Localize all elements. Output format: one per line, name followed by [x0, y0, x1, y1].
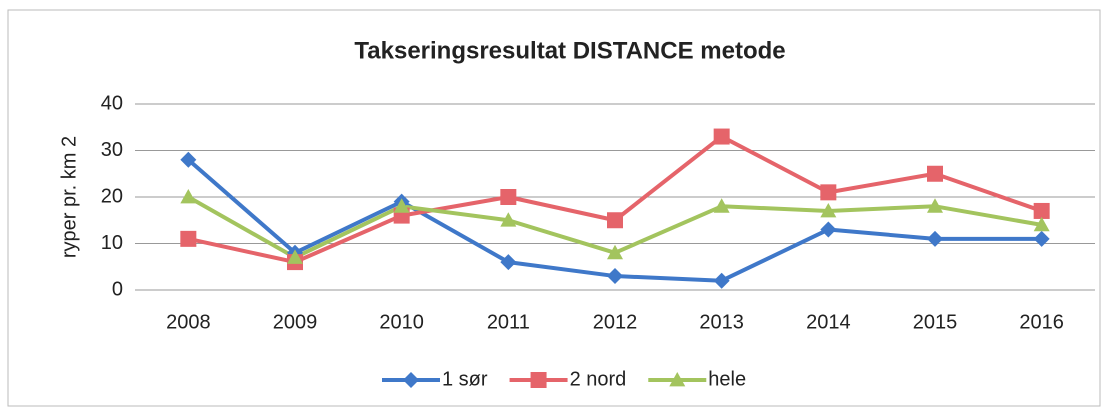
legend-label: 1 sør	[442, 368, 488, 390]
x-tick-label: 2008	[166, 311, 211, 333]
point	[713, 128, 730, 145]
point	[713, 272, 730, 289]
point	[607, 212, 623, 229]
point	[180, 230, 197, 247]
point	[287, 249, 303, 264]
y-tick-label: 20	[101, 185, 123, 207]
point	[713, 198, 730, 213]
point	[180, 151, 197, 168]
point	[820, 202, 837, 218]
x-tick-label: 2014	[806, 311, 851, 333]
legend-label: hele	[708, 368, 746, 390]
x-tick-label: 2016	[1019, 311, 1064, 333]
x-tick-label: 2009	[273, 311, 318, 333]
point	[1033, 202, 1050, 219]
point	[500, 189, 517, 205]
point	[607, 244, 623, 260]
y-tick-label: 30	[101, 139, 123, 161]
point	[393, 198, 410, 213]
point	[927, 198, 943, 213]
point	[403, 372, 419, 388]
y-tick-label: 40	[101, 92, 123, 114]
x-tick-label: 2015	[913, 311, 958, 333]
point	[927, 230, 943, 247]
point	[500, 212, 517, 227]
point	[669, 372, 686, 387]
point	[1033, 230, 1050, 247]
chart-title: Takseringsresultat DISTANCE metode	[354, 37, 785, 64]
x-tick-label: 2013	[699, 311, 744, 333]
point	[530, 372, 547, 388]
point	[500, 254, 517, 271]
y-tick-label: 10	[101, 232, 123, 254]
point	[180, 189, 197, 204]
point	[927, 165, 943, 182]
y-axis-label: ryper pr. km 2	[58, 136, 80, 258]
point	[820, 184, 837, 201]
point	[820, 221, 837, 238]
y-tick-label: 0	[112, 278, 123, 300]
x-tick-label: 2010	[379, 311, 424, 333]
legend-label: 2 nord	[570, 368, 627, 390]
point	[607, 268, 623, 285]
x-tick-label: 2012	[593, 311, 638, 333]
point	[1033, 216, 1050, 232]
x-tick-label: 2011	[487, 311, 530, 333]
